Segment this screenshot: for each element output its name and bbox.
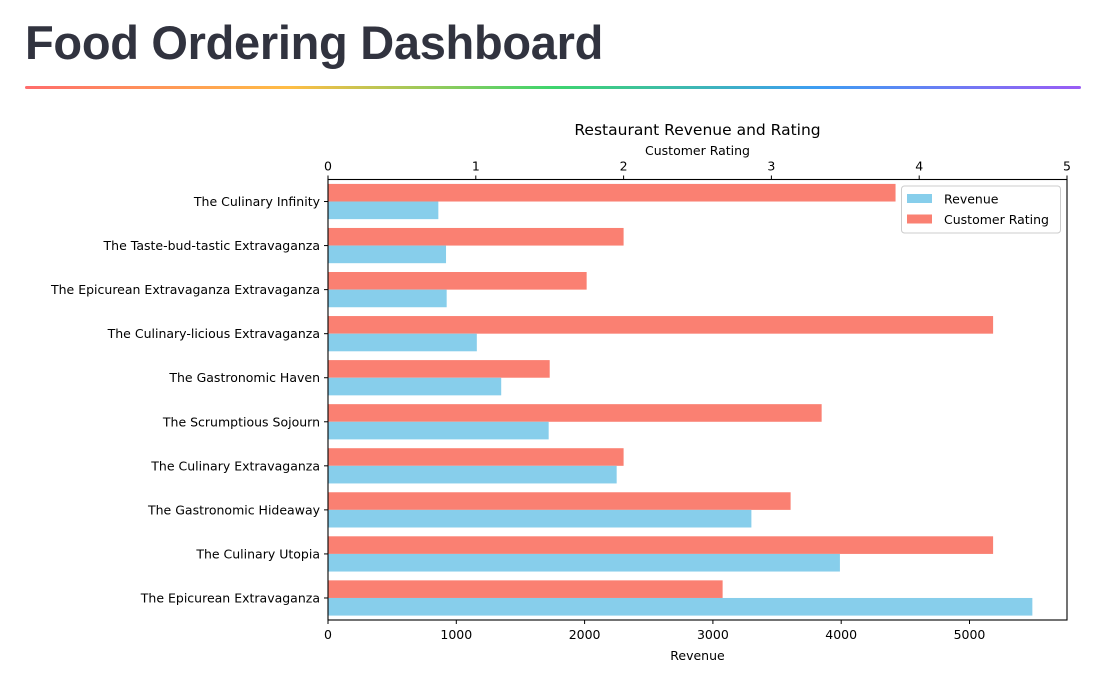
y-tick-label: The Culinary Extravaganza bbox=[150, 458, 320, 473]
legend-swatch-customer-rating bbox=[907, 214, 932, 224]
y-tick-label: The Scrumptious Sojourn bbox=[162, 414, 320, 429]
x2-tick-label: 4 bbox=[915, 159, 923, 174]
top-axis-label: Customer Rating bbox=[645, 143, 750, 158]
rating-bar-the-taste-bud-tastic-extravaganza bbox=[328, 227, 624, 246]
y-tick-label: The Taste-bud-tastic Extravaganza bbox=[103, 238, 320, 253]
title-divider bbox=[25, 86, 1081, 89]
y-tick-label: The Gastronomic Hideaway bbox=[147, 502, 321, 517]
rating-bar-the-culinary-licious-extravaganza bbox=[328, 316, 994, 334]
revenue-bar-the-gastronomic-haven bbox=[328, 377, 502, 396]
revenue-bar-the-culinary-utopia bbox=[328, 553, 840, 572]
y-tick-label: The Culinary Infinity bbox=[193, 194, 321, 209]
rating-bar-the-culinary-extravaganza bbox=[328, 448, 624, 466]
chart-title: Restaurant Revenue and Rating bbox=[574, 121, 820, 139]
revenue-bar-the-epicurean-extravaganza-extravaganza bbox=[328, 289, 447, 308]
revenue-bar-the-culinary-infinity bbox=[328, 201, 439, 220]
revenue-bar-the-scrumptious-sojourn bbox=[328, 421, 549, 440]
rating-bar-the-culinary-infinity bbox=[328, 183, 896, 202]
revenue-bar-the-epicurean-extravaganza bbox=[328, 597, 1033, 616]
x2-tick-label: 5 bbox=[1063, 159, 1071, 174]
x2-tick-label: 0 bbox=[324, 159, 332, 174]
rating-bar-the-scrumptious-sojourn bbox=[328, 404, 822, 422]
rating-bar-the-epicurean-extravaganza bbox=[328, 580, 723, 598]
bars-layer bbox=[328, 183, 1033, 616]
rating-bar-the-gastronomic-haven bbox=[328, 360, 550, 378]
legend-box bbox=[901, 185, 1061, 234]
revenue-bar-the-culinary-extravaganza bbox=[328, 465, 617, 484]
y-tick-label: The Gastronomic Haven bbox=[168, 370, 320, 385]
x-tick-label: 0 bbox=[324, 627, 332, 642]
x-tick-label: 4000 bbox=[825, 627, 857, 642]
x-tick-label: 3000 bbox=[697, 627, 729, 642]
x-tick-label: 1000 bbox=[440, 627, 472, 642]
plot-frame bbox=[327, 178, 1068, 621]
revenue-rating-chart: The Culinary Infinity The Taste-bud-tasti… bbox=[50, 121, 1071, 663]
y-tick-label: The Culinary-licious Extravaganza bbox=[107, 326, 320, 341]
legend-swatch-revenue bbox=[907, 194, 932, 203]
legend-label-revenue: Revenue bbox=[944, 192, 999, 207]
revenue-bar-the-gastronomic-hideaway bbox=[328, 509, 752, 528]
revenue-bar-the-taste-bud-tastic-extravaganza bbox=[328, 245, 447, 264]
rating-bar-the-culinary-utopia bbox=[328, 536, 994, 554]
bottom-axis-label: Revenue bbox=[670, 648, 725, 663]
rating-bar-the-epicurean-extravaganza-extravaganza bbox=[328, 272, 587, 290]
x-tick-label: 2000 bbox=[569, 627, 601, 642]
y-tick-label: The Culinary Utopia bbox=[195, 546, 320, 561]
y-tick-label: The Epicurean Extravaganza Extravaganza bbox=[50, 282, 320, 297]
x2-tick-label: 1 bbox=[472, 159, 480, 174]
x2-tick-label: 2 bbox=[620, 159, 628, 174]
x2-tick-label: 3 bbox=[767, 159, 775, 174]
page-title: Food Ordering Dashboard bbox=[25, 16, 604, 69]
axes-layer: The Culinary Infinity The Taste-bud-tasti… bbox=[50, 159, 1071, 643]
x-tick-label: 5000 bbox=[954, 627, 986, 642]
legend: Revenue Customer Rating bbox=[901, 185, 1061, 234]
rating-bar-the-gastronomic-hideaway bbox=[328, 492, 791, 510]
revenue-bar-the-culinary-licious-extravaganza bbox=[328, 333, 477, 352]
legend-label-customer-rating: Customer Rating bbox=[944, 212, 1049, 227]
y-tick-label: The Epicurean Extravaganza bbox=[140, 590, 320, 605]
